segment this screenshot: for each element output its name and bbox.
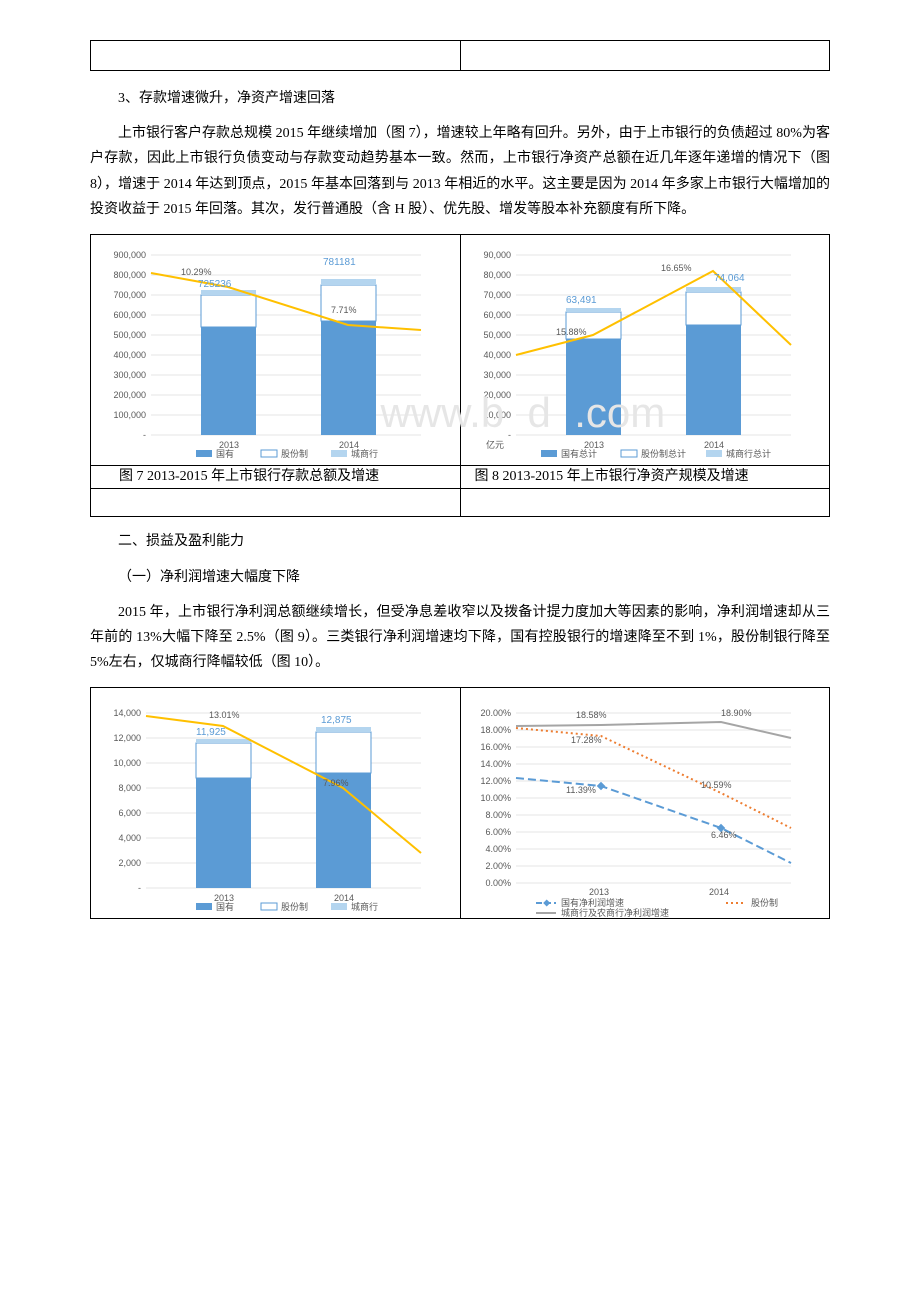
- svg-text:90,000: 90,000: [483, 250, 511, 260]
- svg-text:80,000: 80,000: [483, 270, 511, 280]
- figure-8-chart: www.b d .com - 10,000 20,000 30,000 40,0…: [461, 235, 830, 465]
- svg-text:13.01%: 13.01%: [209, 710, 240, 720]
- paragraph-2: 2015 年，上市银行净利润总额继续增长，但受净息差收窄以及拨备计提力度加大等因…: [90, 600, 830, 676]
- figure-7-8-table: - 100,000 200,000 300,000 400,000 500,00…: [90, 234, 830, 517]
- svg-text:12.00%: 12.00%: [480, 776, 511, 786]
- svg-text:10.00%: 10.00%: [480, 793, 511, 803]
- top-empty-table: [90, 40, 830, 71]
- svg-text:18.00%: 18.00%: [480, 725, 511, 735]
- svg-text:7.96%: 7.96%: [323, 778, 349, 788]
- svg-text:2014: 2014: [709, 887, 729, 897]
- svg-text:20,000: 20,000: [483, 390, 511, 400]
- svg-text:2013: 2013: [589, 887, 609, 897]
- paragraph-1: 上市银行客户存款总规模 2015 年继续增加（图 7），增速较上年略有回升。另外…: [90, 121, 830, 222]
- svg-text:-: -: [143, 430, 146, 440]
- svg-text:300,000: 300,000: [113, 370, 146, 380]
- svg-text:城商行总计: 城商行总计: [726, 448, 771, 459]
- svg-text:2.00%: 2.00%: [485, 861, 511, 871]
- svg-text:10,000: 10,000: [483, 410, 511, 420]
- svg-text:-: -: [138, 883, 141, 893]
- figure-9-chart: - 2,000 4,000 6,000 8,000 10,000 12,000 …: [91, 688, 460, 918]
- svg-text:股份制: 股份制: [281, 448, 308, 459]
- svg-text:11,925: 11,925: [196, 727, 226, 738]
- svg-text:60,000: 60,000: [483, 310, 511, 320]
- svg-text:10.29%: 10.29%: [181, 267, 212, 277]
- svg-text:40,000: 40,000: [483, 350, 511, 360]
- svg-text:50,000: 50,000: [483, 330, 511, 340]
- figure-7-chart: - 100,000 200,000 300,000 400,000 500,00…: [91, 235, 460, 465]
- svg-text:14,000: 14,000: [113, 708, 141, 718]
- svg-text:20.00%: 20.00%: [480, 708, 511, 718]
- svg-text:700,000: 700,000: [113, 290, 146, 300]
- svg-text:国有总计: 国有总计: [561, 448, 597, 459]
- fig8-caption: 图 8 2013-2015 年上市银行净资产规模及增速: [475, 469, 749, 484]
- svg-text:11.39%: 11.39%: [566, 785, 596, 795]
- svg-text:17.28%: 17.28%: [571, 735, 602, 745]
- svg-text:6.46%: 6.46%: [711, 830, 737, 840]
- svg-text:500,000: 500,000: [113, 330, 146, 340]
- svg-text:12,875: 12,875: [321, 715, 352, 726]
- svg-text:股份制: 股份制: [751, 897, 778, 908]
- fig7-val-2013: 725236: [198, 279, 232, 290]
- svg-text:10.59%: 10.59%: [701, 780, 732, 790]
- figure-9-10-table: - 2,000 4,000 6,000 8,000 10,000 12,000 …: [90, 687, 830, 919]
- svg-text:2014: 2014: [704, 440, 724, 450]
- svg-text:400,000: 400,000: [113, 350, 146, 360]
- fig7-val-2014: 781181: [323, 257, 356, 268]
- svg-text:18.58%: 18.58%: [576, 710, 607, 720]
- svg-text:200,000: 200,000: [113, 390, 146, 400]
- svg-text:16.00%: 16.00%: [480, 742, 511, 752]
- svg-text:600,000: 600,000: [113, 310, 146, 320]
- svg-text:18.90%: 18.90%: [721, 708, 752, 718]
- section-2-title: 二、损益及盈利能力: [118, 529, 830, 554]
- svg-text:国有: 国有: [216, 448, 234, 459]
- svg-text:股份制总计: 股份制总计: [641, 448, 686, 459]
- svg-text:6,000: 6,000: [118, 808, 141, 818]
- svg-text:6.00%: 6.00%: [485, 827, 511, 837]
- svg-text:0.00%: 0.00%: [485, 878, 511, 888]
- svg-text:8.00%: 8.00%: [485, 810, 511, 820]
- svg-text:城商行及农商行净利润增速: 城商行及农商行净利润增速: [561, 907, 669, 918]
- svg-text:63,491: 63,491: [566, 295, 597, 306]
- svg-text:4.00%: 4.00%: [485, 844, 511, 854]
- svg-text:国有净利润增速: 国有净利润增速: [561, 897, 624, 908]
- svg-text:74,064: 74,064: [714, 273, 745, 284]
- svg-text:-: -: [508, 430, 511, 440]
- svg-text:10,000: 10,000: [113, 758, 141, 768]
- figure-10-chart: 0.00% 2.00% 4.00% 6.00% 8.00% 10.00% 12.…: [461, 688, 830, 918]
- svg-text:14.00%: 14.00%: [480, 759, 511, 769]
- svg-text:70,000: 70,000: [483, 290, 511, 300]
- svg-text:16.65%: 16.65%: [661, 263, 692, 273]
- svg-text:4,000: 4,000: [118, 833, 141, 843]
- svg-text:12,000: 12,000: [113, 733, 141, 743]
- svg-text:亿元: 亿元: [486, 439, 504, 450]
- section-3-title: 3、存款增速微升，净资产增速回落: [118, 86, 830, 111]
- svg-text:股份制: 股份制: [281, 901, 308, 912]
- subsection-1-title: （一）净利润增速大幅度下降: [118, 565, 830, 590]
- fig7-caption: 图 7 2013-2015 年上市银行存款总额及增速: [119, 469, 379, 484]
- svg-text:100,000: 100,000: [113, 410, 146, 420]
- svg-text:城商行: 城商行: [351, 901, 378, 912]
- svg-text:800,000: 800,000: [113, 270, 146, 280]
- svg-text:30,000: 30,000: [483, 370, 511, 380]
- svg-text:7.71%: 7.71%: [331, 305, 357, 315]
- svg-text:国有: 国有: [216, 901, 234, 912]
- svg-text:城商行: 城商行: [351, 448, 378, 459]
- svg-text:2,000: 2,000: [118, 858, 141, 868]
- svg-text:8,000: 8,000: [118, 783, 141, 793]
- svg-text:15.88%: 15.88%: [556, 327, 587, 337]
- svg-text:900,000: 900,000: [113, 250, 146, 260]
